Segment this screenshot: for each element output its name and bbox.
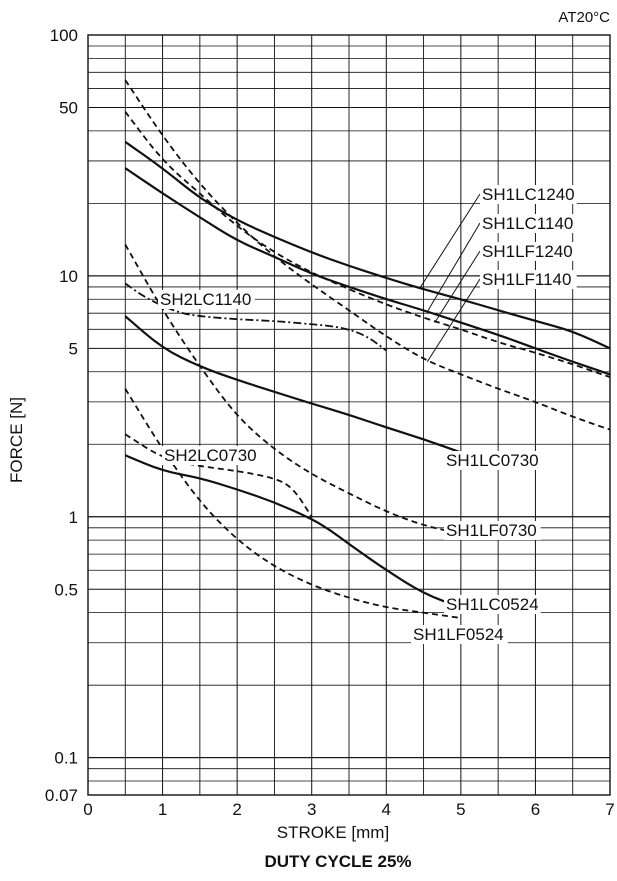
x-tick-label: 0 (83, 800, 92, 819)
label-leader-line (426, 222, 481, 312)
series-label-sh2lc1140: SH2LC1140 (160, 290, 251, 309)
x-tick-label: 7 (605, 800, 614, 819)
series-label-bg (444, 451, 541, 470)
y-tick-label: 5 (69, 339, 78, 358)
series-label-bg (158, 290, 255, 309)
series-line-sh1lc1140 (124, 167, 611, 376)
series-label-bg (480, 242, 577, 261)
series-line-sh1lf1140 (124, 79, 611, 431)
series-label-sh1lc1140: SH1LC1140 (482, 214, 573, 233)
condition-label: AT20°C (558, 9, 610, 26)
x-tick-label: 2 (232, 800, 241, 819)
series-label-bg (480, 214, 577, 233)
y-tick-label: 1 (69, 508, 78, 527)
series-label-sh2lc0730: SH2LC0730 (164, 446, 257, 465)
y-tick-label: 100 (50, 26, 78, 45)
label-leader-line (419, 193, 481, 289)
series-label-bg (480, 185, 577, 204)
series-line-sh2lc1140 (124, 282, 387, 352)
series-label-bg (162, 446, 259, 465)
y-tick-label: 50 (59, 99, 78, 118)
y-tick-label: 10 (59, 267, 78, 286)
series-label-sh1lc0524: SH1LC0524 (446, 595, 539, 614)
series-label-bg (480, 270, 577, 289)
y-tick-label: 0.5 (54, 580, 78, 599)
series-label-bg (444, 595, 541, 614)
series-label-sh1lf1240: SH1LF1240 (482, 242, 573, 261)
series-line-sh1lc1240 (124, 140, 611, 350)
series-lines (124, 79, 611, 619)
series-label-sh1lc0730: SH1LC0730 (446, 451, 539, 470)
y-tick-label: 0.1 (54, 749, 78, 768)
series-label-sh1lf0524: SH1LF0524 (413, 625, 504, 644)
series-line-sh1lf0524 (124, 388, 461, 619)
label-leader-line (426, 278, 481, 363)
x-tick-label: 6 (531, 800, 540, 819)
y-tick-label: 0.07 (45, 786, 78, 805)
series-labels: SH1LC1240 SH1LC1140 SH1LF1240 SH1LF1140 SH2L… (158, 185, 577, 644)
series-label-sh1lc1240: SH1LC1240 (482, 185, 575, 204)
x-tick-label: 3 (307, 800, 316, 819)
series-label-sh1lf0730: SH1LF0730 (446, 521, 537, 540)
x-tick-label: 5 (456, 800, 465, 819)
x-axis-label: STROKE [mm] (277, 823, 389, 842)
tick-labels: 0 1 2 3 4 5 6 7 100 50 10 5 1 0.5 0.1 0.07 (45, 26, 615, 819)
x-tick-label: 1 (158, 800, 167, 819)
series-label-sh1lf1140: SH1LF1140 (482, 270, 571, 289)
series-line-sh1lf0730 (124, 244, 462, 535)
x-tick-label: 4 (382, 800, 391, 819)
series-label-bg (444, 521, 541, 540)
y-axis-label: FORCE [N] (7, 397, 26, 483)
chart-title: DUTY CYCLE 25% (264, 852, 411, 871)
label-leader-line (434, 250, 481, 323)
series-line-sh1lc0730 (124, 315, 462, 454)
series-line-sh1lc0524 (124, 454, 462, 609)
series-line-sh1lf1240 (124, 111, 611, 378)
series-label-bg (411, 625, 508, 644)
series-line-sh2lc0730 (124, 433, 313, 518)
plot-frame (87, 34, 611, 796)
label-leaders (419, 193, 481, 363)
